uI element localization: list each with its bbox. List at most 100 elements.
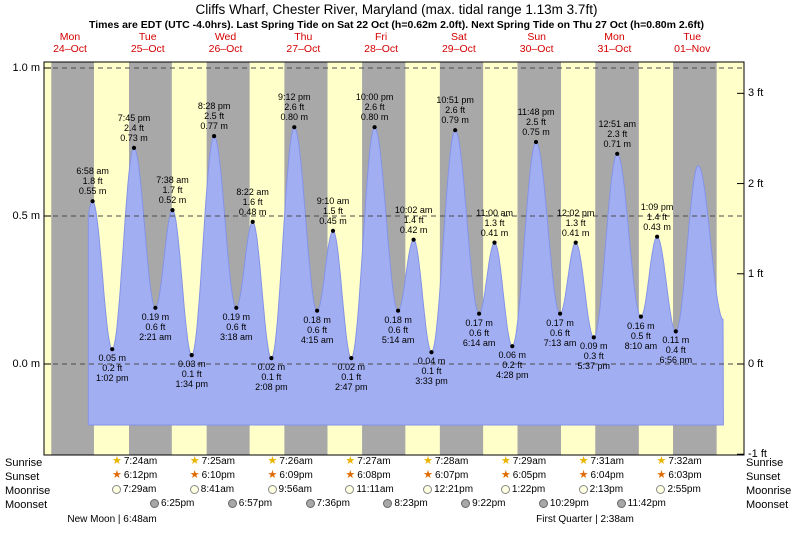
- sunrise-star-icon: ★: [345, 455, 356, 467]
- tide-point: [250, 219, 255, 224]
- almanac-entry: ★ 7:24am: [112, 456, 157, 468]
- low-tide-label: 0.19 m 0.6 ft 2:21 am: [139, 312, 172, 342]
- tide-point: [429, 350, 434, 355]
- daylight-band: [44, 62, 52, 455]
- tide-label-line: 9:12 pm: [277, 92, 311, 103]
- tide-point: [269, 356, 274, 361]
- high-tide-label: 9:12 pm 2.6 ft 0.80 m: [278, 92, 311, 122]
- low-tide-label: 0.16 m 0.5 ft 8:10 am: [625, 321, 658, 351]
- almanac-entry: ★ 7:28am: [423, 455, 468, 468]
- tide-label-line: 1.3 ft: [565, 217, 586, 228]
- moonrise-circle-icon: [189, 485, 199, 494]
- moonset-circle-icon: [150, 499, 159, 508]
- tide-label-line: 8:28 pm: [197, 101, 231, 112]
- tide-label-line: 1.4 ft: [647, 211, 668, 222]
- day-name: Sun: [527, 31, 547, 43]
- almanac-row-label-right: Moonset: [746, 499, 789, 511]
- y-axis-left-label: 0.5 m: [12, 210, 40, 222]
- moonrise-circle-icon: [267, 485, 277, 494]
- almanac-time: 6:03pm: [668, 470, 702, 481]
- sunset-star-icon: ★: [345, 469, 356, 481]
- almanac-time: 12:21pm: [434, 484, 474, 495]
- tide-label-line: 7:45 pm: [117, 112, 151, 123]
- tide-label-line: 10:02 am: [394, 204, 433, 215]
- tide-label-line: 0.3 ft: [583, 351, 604, 362]
- tide-point: [533, 139, 539, 145]
- almanac-time: 6:05pm: [512, 470, 547, 481]
- almanac-entry: 8:23pm: [383, 498, 428, 509]
- sunrise-star-icon: ★: [267, 455, 278, 467]
- tide-label-line: 0.71 m: [603, 138, 631, 149]
- tide-point: [396, 308, 401, 313]
- tide-label-line: 0.18 m: [384, 314, 412, 325]
- almanac-entry: ★ 6:12pm: [112, 470, 157, 482]
- tide-label-line: 0.77 m: [200, 121, 228, 132]
- almanac-entry: ★ 6:05pm: [500, 469, 547, 482]
- moonset-circle-icon: [616, 499, 626, 508]
- almanac-time: 8:23pm: [394, 498, 428, 509]
- tide-point: [189, 353, 194, 358]
- moon-phase-note: First Quarter | 2:38am: [536, 514, 634, 525]
- tide-label-line: 2.5 ft: [526, 117, 547, 127]
- almanac-entry: ★ 6:04pm: [579, 470, 624, 482]
- y-axis-right-label: 2 ft: [748, 177, 764, 190]
- high-tide-label: 9:10 am 1.5 ft 0.45 m: [317, 196, 350, 226]
- day-header: Thu 27–Oct: [286, 31, 320, 55]
- tide-label-line: 3:33 pm: [415, 376, 448, 387]
- tide-label-line: 2:47 pm: [334, 382, 368, 393]
- day-name: Tue: [138, 31, 157, 43]
- moonrise-circle-icon: [578, 485, 588, 494]
- day-name: Tue: [683, 31, 702, 43]
- almanac-time: 6:04pm: [590, 470, 624, 481]
- tide-label-line: 0.02 m: [257, 362, 286, 373]
- high-tide-label: 10:00 pm 2.6 ft 0.80 m: [356, 92, 394, 122]
- tide-label-line: 1:02 pm: [95, 373, 129, 384]
- tide-label-line: 4:15 am: [300, 334, 334, 345]
- almanac-entry: 9:22pm: [461, 498, 505, 509]
- tide-label-line: 2.3 ft: [607, 128, 628, 139]
- tide-label-line: 0.45 m: [319, 215, 347, 226]
- almanac-entry: 9:56am: [267, 484, 312, 495]
- tide-label-line: 1.4 ft: [403, 214, 424, 225]
- tide-label-line: 0.17 m: [465, 317, 493, 328]
- high-tide-label: 12:02 pm 1.3 ft 0.41 m: [557, 208, 595, 238]
- sunrise-star-icon: ★: [423, 455, 433, 467]
- day-date: 27–Oct: [286, 43, 321, 55]
- moonrise-circle-icon: [656, 485, 666, 494]
- day-date: 30–Oct: [519, 43, 554, 55]
- tide-point: [591, 335, 596, 340]
- day-header: Wed 26–Oct: [209, 31, 243, 55]
- tide-point: [234, 305, 239, 310]
- almanac-row-label-right: Sunrise: [746, 457, 784, 469]
- tide-point: [212, 134, 217, 139]
- tide-label-line: 2.6 ft: [445, 105, 466, 116]
- day-date: 25–Oct: [130, 43, 165, 55]
- tide-point: [510, 344, 515, 349]
- almanac-entry: ★ 7:27am: [345, 455, 390, 468]
- day-header: Fri 28–Oct: [364, 31, 398, 55]
- almanac-entry: ★ 6:08pm: [345, 469, 390, 482]
- sunset-star-icon: ★: [500, 469, 511, 481]
- tide-label-line: 7:38 am: [156, 175, 189, 186]
- tide-label-line: 2:08 pm: [255, 382, 288, 393]
- almanac-entry: 7:36pm: [305, 498, 350, 509]
- almanac-time: 1:22pm: [511, 484, 546, 495]
- tide-label-line: 0.6 ft: [388, 324, 409, 335]
- low-tide-label: 0.18 m 0.6 ft 5:14 am: [382, 315, 415, 345]
- tide-label-line: 0.73 m: [120, 132, 148, 143]
- tide-label-line: 10:51 pm: [436, 95, 474, 106]
- tide-point: [110, 347, 115, 352]
- tide-label-line: 0.6 ft: [550, 327, 571, 338]
- tide-label-line: 0.06 m: [498, 350, 526, 361]
- tide-label-line: 5:37 pm: [577, 361, 611, 372]
- almanac-entry: 7:29am: [112, 484, 156, 495]
- almanac-row-label-left: Moonrise: [5, 485, 51, 497]
- almanac-time: 6:07pm: [434, 470, 469, 481]
- tide-label-line: 0.1 ft: [181, 369, 202, 380]
- day-date: 24–Oct: [53, 43, 87, 55]
- tide-point: [573, 240, 578, 245]
- day-header: Sun 30–Oct: [520, 31, 554, 55]
- day-header: Mon 24–Oct: [53, 31, 87, 55]
- sunrise-star-icon: ★: [189, 455, 200, 467]
